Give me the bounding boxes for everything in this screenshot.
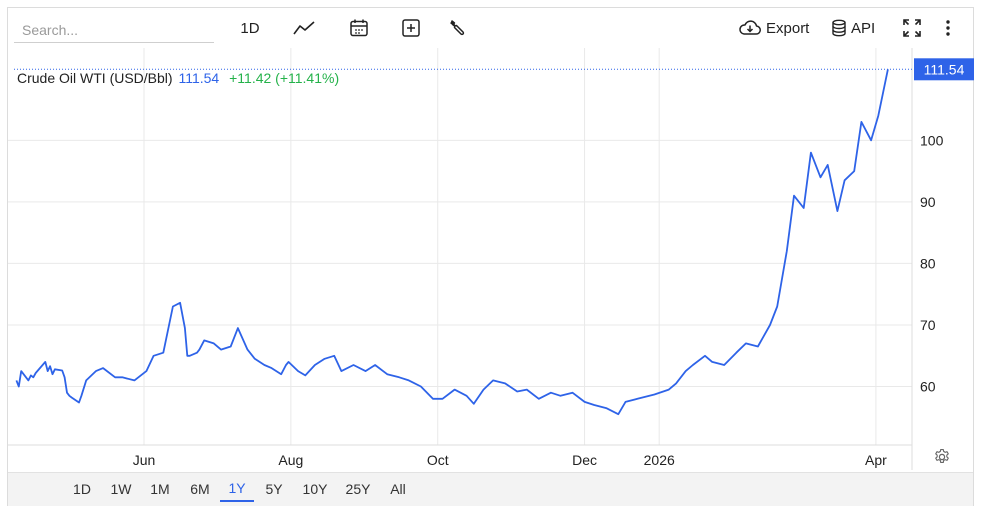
time-axis: Jun Aug Oct Dec 2026 Apr <box>133 452 887 468</box>
calendar-icon[interactable] <box>345 14 373 42</box>
range-button-6m[interactable]: 6M <box>190 481 210 497</box>
price-tick-label: 100 <box>920 132 944 148</box>
range-button-5y[interactable]: 5Y <box>265 481 283 497</box>
range-button-25y[interactable]: 25Y <box>345 481 371 497</box>
export-button[interactable]: Export <box>738 14 818 42</box>
time-tick-label: Dec <box>572 452 597 468</box>
line-chart-icon[interactable] <box>290 14 318 42</box>
fullscreen-icon[interactable] <box>899 14 925 42</box>
time-tick-label: 2026 <box>644 452 675 468</box>
range-selector-bar <box>8 472 973 506</box>
range-button-all[interactable]: All <box>390 481 406 497</box>
last-price-tag: 111.54 <box>914 58 974 81</box>
range-button-1w[interactable]: 1W <box>110 481 132 497</box>
legend-symbol-name: Crude Oil WTI (USD/Bbl) <box>17 70 173 86</box>
range-button-1y[interactable]: 1Y <box>220 476 254 502</box>
export-label: Export <box>766 19 810 37</box>
legend-last-price: 111.54 <box>178 70 220 86</box>
wrench-icon[interactable] <box>444 14 472 42</box>
api-label: API <box>851 19 876 37</box>
range-button-1m[interactable]: 1M <box>150 481 170 497</box>
chart-grid <box>8 48 912 445</box>
price-tick-label: 80 <box>920 255 936 271</box>
last-price-tag-label: 111.54 <box>924 61 965 77</box>
price-series-line <box>15 69 889 416</box>
price-tick-label: 60 <box>920 379 936 395</box>
price-tick-label: 70 <box>920 317 936 333</box>
range-button-1d[interactable]: 1D <box>73 481 91 497</box>
time-tick-label: Oct <box>427 452 449 468</box>
time-tick-label: Apr <box>865 452 887 468</box>
cloud-download-icon <box>738 19 762 37</box>
interval-button[interactable]: 1D <box>240 19 260 37</box>
price-tick-label: 90 <box>920 194 936 210</box>
more-vertical-icon[interactable] <box>938 14 958 42</box>
database-icon <box>831 19 847 37</box>
settings-gear-icon[interactable] <box>933 448 951 466</box>
time-tick-label: Jun <box>133 452 156 468</box>
api-button[interactable]: API <box>831 14 881 42</box>
time-tick-label: Aug <box>278 452 303 468</box>
legend-change: +11.42 (+11.41%) <box>229 70 340 86</box>
range-button-10y[interactable]: 10Y <box>302 481 328 497</box>
chart-legend: Crude Oil WTI (USD/Bbl) 111.54 +11.42 (+… <box>17 70 339 86</box>
price-axis: 60 70 80 90 100 <box>920 132 944 394</box>
plus-box-icon[interactable] <box>397 14 425 42</box>
chart-widget-frame <box>7 7 974 506</box>
search-input[interactable] <box>14 17 214 43</box>
